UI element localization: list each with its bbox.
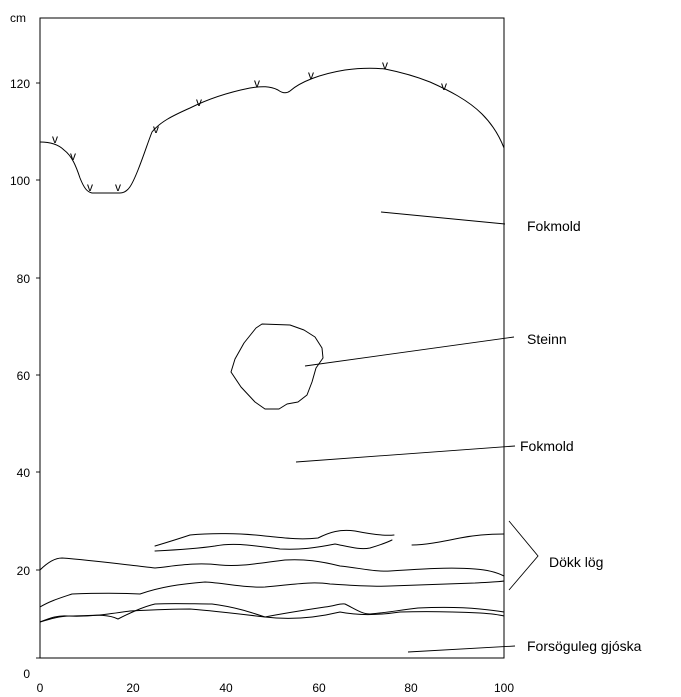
x-tick-20: 20	[126, 681, 140, 695]
leader-steinn	[304, 336, 515, 367]
y-tick-80: 80	[17, 272, 31, 286]
ground-surface-line	[39, 67, 505, 194]
surface-marker: v	[52, 132, 58, 146]
y-unit-label: cm	[10, 11, 26, 25]
surface-marker: v	[115, 180, 121, 194]
leader-fokmold-top	[380, 211, 506, 225]
y-tick-0: 0	[23, 667, 30, 681]
surface-marker: v	[254, 76, 260, 90]
surface-marker: v	[196, 95, 202, 109]
x-tick-40: 40	[219, 681, 233, 695]
bracket-dokk-log	[508, 520, 539, 591]
dark-layers	[39, 529, 505, 623]
surface-marker: v	[70, 149, 76, 163]
label-tephra: Forsöguleg gjóska	[527, 638, 642, 654]
surface-marker: v	[87, 180, 93, 194]
x-tick-80: 80	[404, 681, 418, 695]
label-steinn: Steinn	[527, 331, 567, 347]
surface-markers: v v v v v v v v v v	[52, 58, 447, 194]
y-tick-40: 40	[17, 466, 31, 480]
leader-tephra	[407, 645, 516, 653]
label-fokmold-lower: Fokmold	[520, 438, 574, 454]
leader-lines	[295, 211, 539, 653]
x-axis: 20 40 60 80 100	[126, 681, 514, 695]
surface-marker: v	[441, 79, 447, 93]
surface-marker: v	[382, 58, 388, 72]
y-tick-20: 20	[17, 564, 31, 578]
label-dokk-log: Dökk lög	[549, 554, 603, 570]
surface-marker: v	[153, 122, 159, 136]
y-axis: 0 20 40 60 80 100 120	[10, 77, 40, 681]
label-fokmold-top: Fokmold	[527, 218, 581, 234]
tephra-layer	[39, 603, 505, 623]
x-tick-100: 100	[494, 681, 514, 695]
surface-marker: v	[308, 68, 314, 82]
x-tick-60: 60	[312, 681, 326, 695]
leader-fokmold-lower	[295, 445, 516, 463]
y-tick-100: 100	[10, 174, 30, 188]
y-tick-60: 60	[17, 369, 31, 383]
x-tick-0: 0	[37, 681, 44, 695]
y-tick-120: 120	[10, 77, 30, 91]
stone-outline	[230, 323, 324, 410]
